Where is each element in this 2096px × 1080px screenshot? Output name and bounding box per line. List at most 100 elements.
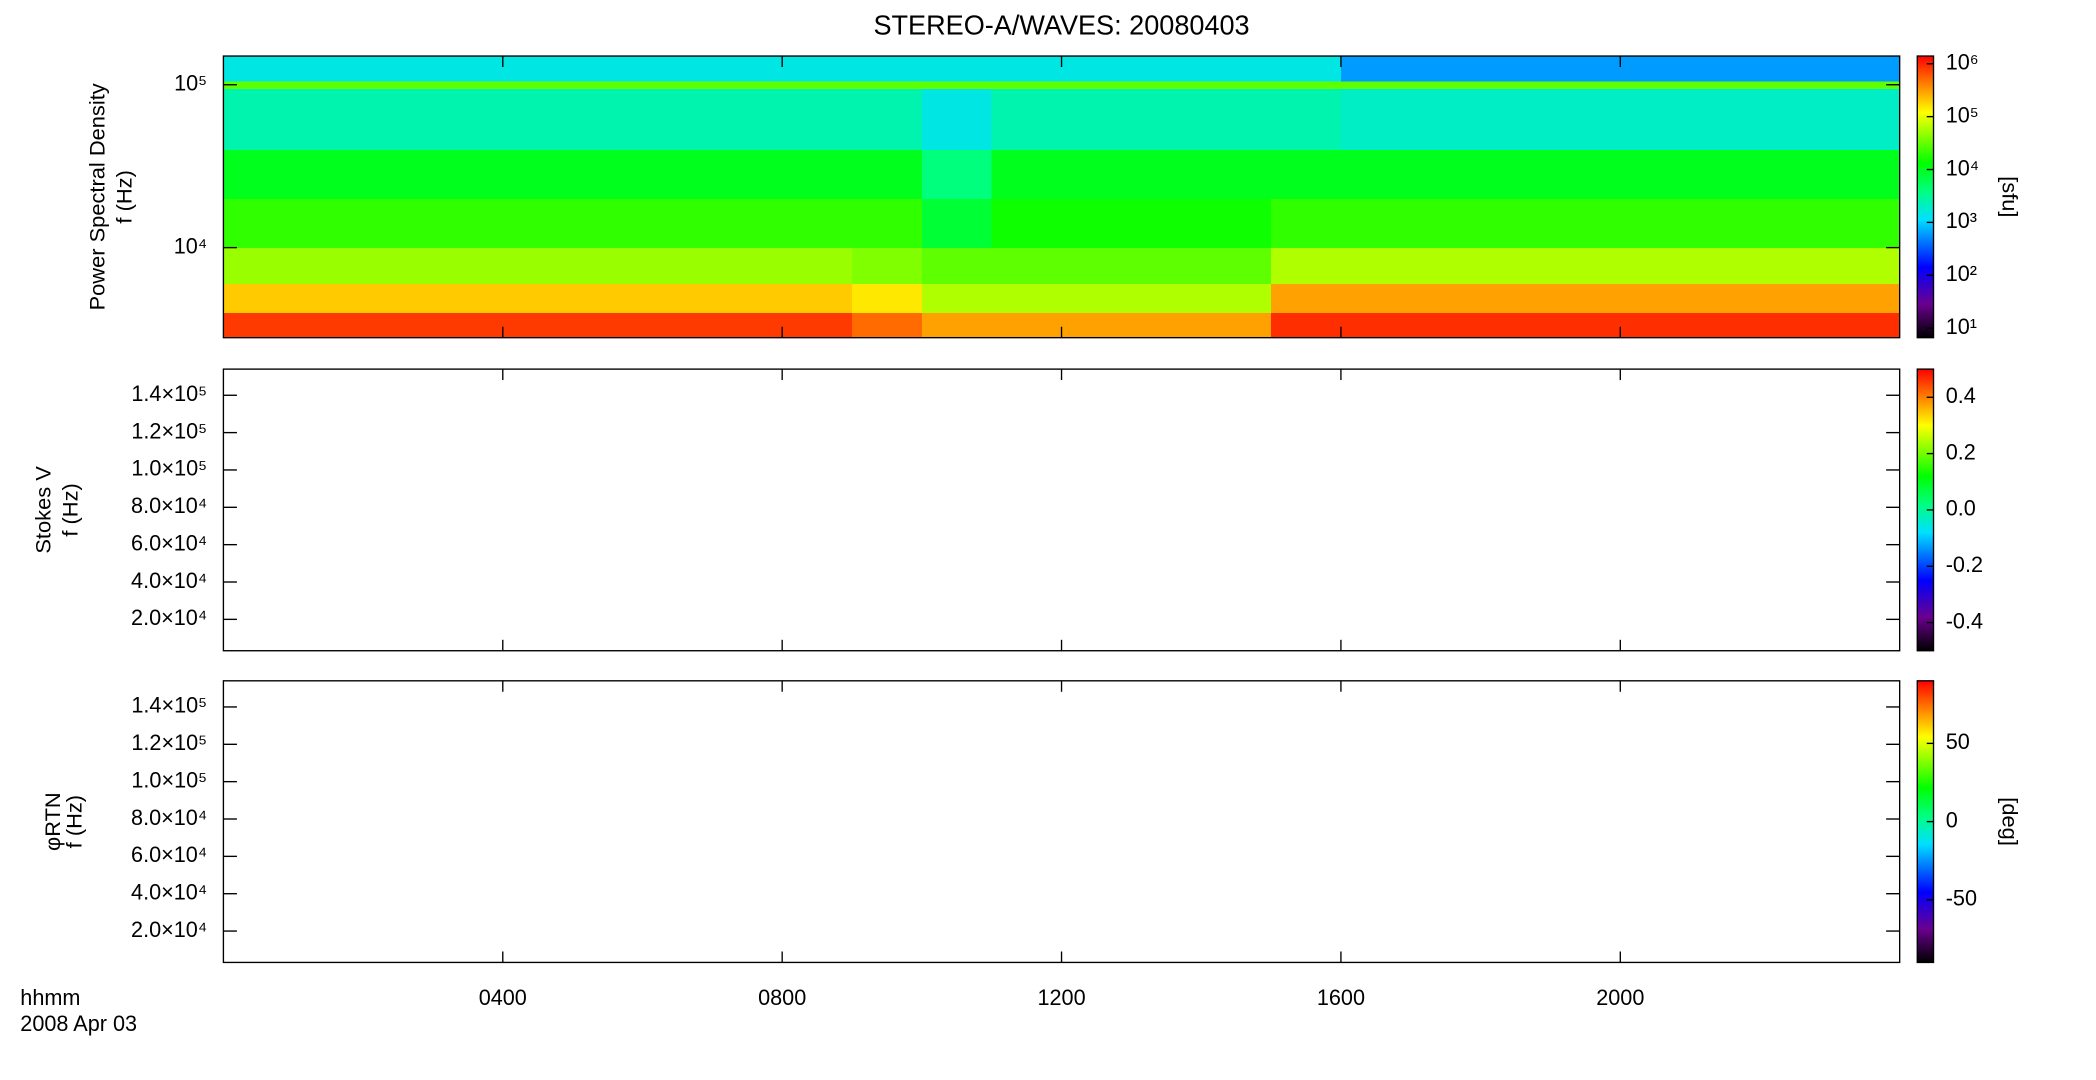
- heatmap-cell: [223, 149, 294, 199]
- heatmap-cell: [1340, 56, 1412, 82]
- heatmap-cell: [293, 247, 364, 285]
- heatmap-cell: [1061, 247, 1132, 285]
- heatmap-cell: [1131, 312, 1202, 339]
- heatmap-cell: [502, 283, 574, 313]
- colorbar-tick-label: 0.2: [1946, 439, 1976, 464]
- y-tick-label: 8.0×10⁴: [131, 493, 207, 518]
- heatmap-cell: [712, 88, 783, 150]
- heatmap-cell: [1620, 81, 1691, 89]
- heatmap-cell: [293, 283, 364, 313]
- heatmap-cell: [1829, 283, 1901, 313]
- heatmap-cell: [991, 149, 1062, 199]
- heatmap-cell: [1690, 81, 1761, 89]
- heatmap-cell: [1620, 312, 1691, 339]
- heatmap-cell: [363, 81, 434, 89]
- heatmap-cell: [1550, 81, 1621, 89]
- heatmap-cell: [293, 312, 364, 339]
- heatmap-cell: [1759, 149, 1831, 199]
- heatmap-cell: [363, 312, 434, 339]
- colorbar-tick-label: 0.0: [1946, 496, 1976, 521]
- heatmap-cell: [1759, 283, 1831, 313]
- heatmap-cell: [991, 312, 1062, 339]
- heatmap-cell: [642, 283, 713, 313]
- heatmap-cell: [1201, 56, 1272, 82]
- colorbar-tick-label: -50: [1946, 886, 1977, 911]
- heatmap-cell: [572, 56, 643, 82]
- heatmap-cell: [921, 56, 993, 82]
- y-tick-label: 1.2×10⁵: [131, 730, 207, 755]
- heatmap-cell: [1480, 149, 1551, 199]
- heatmap-cell: [363, 88, 434, 150]
- heatmap-cell: [1620, 56, 1691, 82]
- heatmap-cell: [1131, 149, 1202, 199]
- heatmap-cell: [852, 81, 923, 89]
- chart-title: STEREO-A/WAVES: 20080403: [873, 9, 1249, 40]
- heatmap-cell: [1271, 198, 1342, 249]
- heatmap-cell: [921, 283, 993, 313]
- colorbar-tick-label: -0.2: [1946, 552, 1983, 577]
- heatmap-cell: [1201, 198, 1272, 249]
- heatmap-cell: [1550, 88, 1621, 150]
- y-tick-label: 2.0×10⁴: [131, 605, 207, 630]
- heatmap-cell: [1061, 198, 1132, 249]
- heatmap-cell: [1061, 81, 1132, 89]
- heatmap-cell: [1410, 56, 1482, 82]
- heatmap-cell: [921, 198, 993, 249]
- heatmap-cell: [1410, 247, 1482, 285]
- heatmap-cell: [432, 198, 504, 249]
- heatmap-cell: [1690, 56, 1761, 82]
- heatmap-cell: [363, 247, 434, 285]
- heatmap-cell: [852, 149, 923, 199]
- heatmap-cell: [1480, 88, 1551, 150]
- heatmap-cell: [1480, 247, 1551, 285]
- heatmap-cell: [1550, 247, 1621, 285]
- heatmap-cell: [782, 88, 853, 150]
- heatmap-cell: [1829, 56, 1901, 82]
- heatmap-cell: [432, 247, 504, 285]
- heatmap-cell: [1201, 149, 1272, 199]
- heatmap-cell: [1131, 81, 1202, 89]
- heatmap-cell: [712, 312, 783, 339]
- heatmap-cell: [572, 198, 643, 249]
- colorbar-tick-label: 10⁶: [1946, 49, 1979, 74]
- y-tick-label: 1.2×10⁵: [131, 418, 207, 443]
- heatmap-cell: [782, 283, 853, 313]
- heatmap-cell: [712, 198, 783, 249]
- heatmap-cell: [991, 198, 1062, 249]
- heatmap-cell: [991, 88, 1062, 150]
- heatmap-cell: [1131, 88, 1202, 150]
- colorbar-tick-label: 50: [1946, 729, 1970, 754]
- heatmap-cell: [432, 88, 504, 150]
- heatmap-cell: [1759, 198, 1831, 249]
- heatmap-cell: [852, 88, 923, 150]
- x-tick-label: 2000: [1596, 985, 1644, 1010]
- y-tick-label: 10⁴: [174, 233, 207, 258]
- heatmap-cell: [223, 81, 294, 89]
- y-tick-label: 6.0×10⁴: [131, 530, 207, 555]
- heatmap-cell: [1690, 198, 1761, 249]
- heatmap-cell: [363, 283, 434, 313]
- heatmap-cell: [712, 149, 783, 199]
- y-axis-label: f (Hz): [62, 795, 87, 848]
- heatmap-cell: [1410, 81, 1482, 89]
- heatmap-cell: [1201, 283, 1272, 313]
- heatmap-cell: [852, 283, 923, 313]
- heatmap-cell: [363, 198, 434, 249]
- heatmap-cell: [1340, 149, 1412, 199]
- heatmap-cell: [572, 149, 643, 199]
- heatmap-cell: [1550, 312, 1621, 339]
- heatmap-cell: [642, 312, 713, 339]
- heatmap-cell: [1131, 56, 1202, 82]
- heatmap-cell: [1340, 88, 1412, 150]
- heatmap-cell: [432, 81, 504, 89]
- heatmap-cell: [293, 88, 364, 150]
- heatmap-cell: [1550, 283, 1621, 313]
- heatmap-cell: [1829, 88, 1901, 150]
- heatmap-cell: [1480, 283, 1551, 313]
- heatmap-cell: [991, 247, 1062, 285]
- heatmap-cell: [1620, 247, 1691, 285]
- heatmap-cell: [1201, 88, 1272, 150]
- heatmap-cell: [223, 56, 294, 82]
- heatmap-cell: [782, 198, 853, 249]
